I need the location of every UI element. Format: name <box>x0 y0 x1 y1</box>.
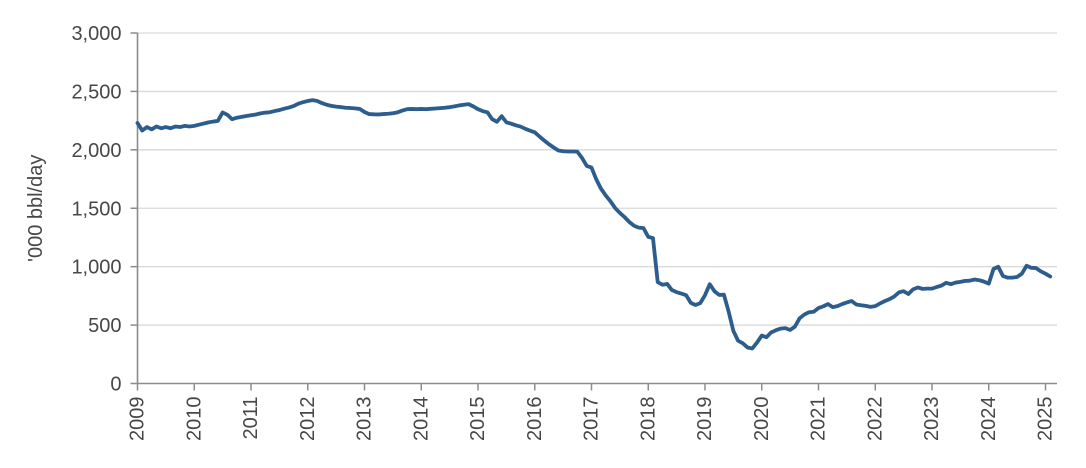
y-axis-tick-labels: 0 500 1,000 1,500 2,000 2,500 3,000 <box>71 23 121 396</box>
x-tick-label: 2013 <box>354 397 376 442</box>
x-tick-label: 2012 <box>297 397 319 442</box>
axes <box>130 32 1057 391</box>
x-tick-label: 2019 <box>694 397 716 442</box>
x-tick-label: 2015 <box>467 397 489 442</box>
data-series-line <box>135 98 1053 351</box>
x-tick-label: 2024 <box>978 397 1000 442</box>
x-tick-label: 2023 <box>921 397 943 442</box>
x-tick-label: 2009 <box>127 397 149 442</box>
y-tick-label: 1,500 <box>71 198 121 220</box>
x-tick-label: 2010 <box>183 397 205 442</box>
x-tick-label: 2022 <box>864 397 886 442</box>
x-tick-label: 2014 <box>410 397 432 442</box>
x-axis-tick-labels: 2009 2010 2011 2012 2013 2014 2015 2016 2017 2018… <box>127 397 1057 442</box>
gridlines <box>137 32 1057 326</box>
y-tick-label: 2,000 <box>71 140 121 162</box>
y-tick-label: 1,000 <box>71 257 121 279</box>
y-tick-label: 0 <box>110 374 121 396</box>
x-tick-label: 2011 <box>240 397 262 440</box>
x-tick-label: 2017 <box>581 397 603 442</box>
y-axis-title: '000 bbl/day <box>25 155 47 262</box>
y-tick-label: 3,000 <box>71 23 121 45</box>
x-tick-label: 2016 <box>524 397 546 442</box>
x-tick-label: 2018 <box>637 397 659 442</box>
y-tick-label: 2,500 <box>71 81 121 103</box>
x-tick-label: 2021 <box>808 397 830 442</box>
x-tick-label: 2025 <box>1035 397 1057 442</box>
y-tick-label: 500 <box>88 315 121 337</box>
x-tick-label: 2020 <box>751 397 773 442</box>
